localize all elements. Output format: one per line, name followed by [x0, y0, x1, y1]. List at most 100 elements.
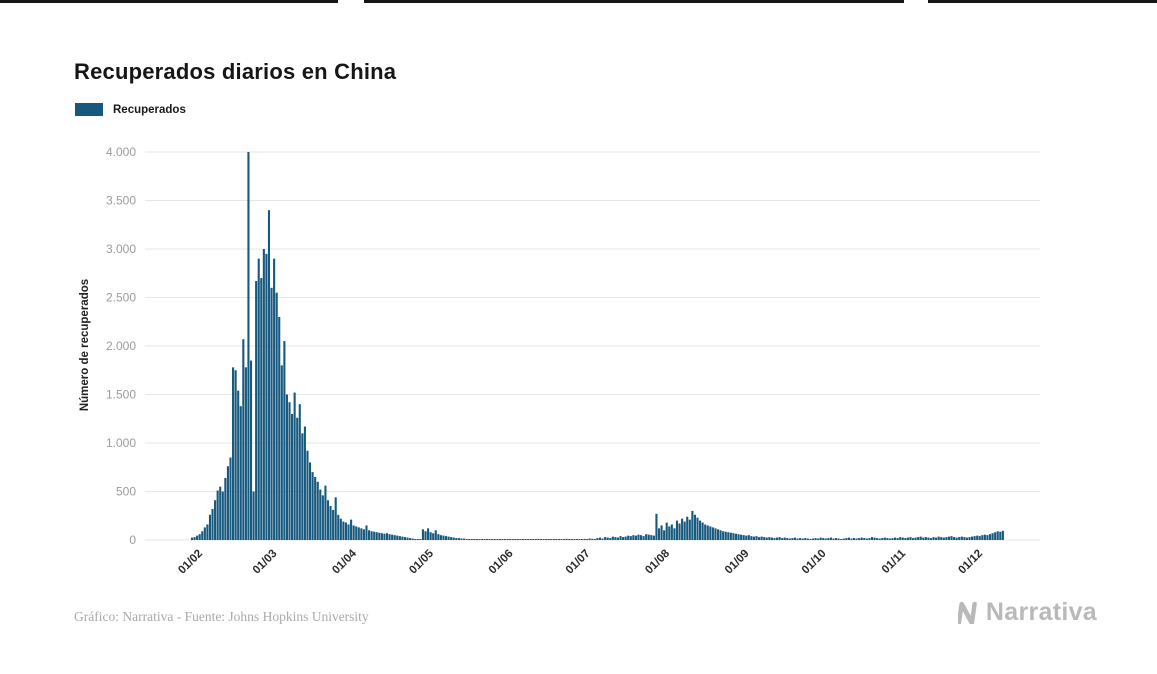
bar	[475, 539, 478, 540]
bar	[411, 538, 414, 540]
bar	[693, 514, 696, 540]
bar	[527, 539, 530, 540]
bar	[468, 539, 471, 540]
bar	[496, 539, 499, 540]
bar	[265, 253, 268, 540]
bar	[819, 537, 822, 541]
bar	[609, 538, 612, 540]
bar	[224, 477, 227, 540]
bar	[976, 535, 979, 540]
bar	[806, 538, 809, 540]
bar	[978, 536, 981, 540]
bar	[534, 539, 537, 540]
bar	[206, 524, 209, 540]
bar	[781, 538, 784, 540]
bar	[855, 538, 858, 540]
bar	[634, 535, 637, 540]
bar	[542, 539, 545, 540]
bar	[547, 539, 550, 540]
bar	[888, 538, 891, 540]
bar	[239, 406, 242, 540]
bar	[732, 533, 735, 540]
bar	[740, 534, 743, 540]
bar	[211, 508, 214, 540]
bar	[360, 528, 363, 540]
bar	[873, 537, 876, 541]
bar	[452, 537, 455, 541]
x-tick-label: 01/05	[407, 547, 436, 576]
bar	[308, 462, 312, 540]
bar	[545, 539, 548, 540]
narrativa-logo: Narrativa	[957, 598, 1097, 627]
bar	[963, 537, 966, 540]
bar	[729, 532, 732, 540]
bar	[234, 370, 237, 540]
bar	[722, 531, 725, 540]
bar	[791, 538, 794, 540]
bar	[652, 535, 655, 540]
bar	[719, 530, 722, 540]
bar	[894, 537, 897, 541]
bar	[837, 538, 840, 540]
bar	[273, 258, 276, 540]
bar	[570, 539, 573, 540]
bar	[501, 539, 504, 540]
bar	[219, 486, 222, 540]
bar	[321, 495, 324, 540]
bar	[578, 539, 581, 540]
bar	[988, 534, 992, 540]
bar	[681, 518, 684, 540]
bar	[799, 538, 802, 540]
bar	[858, 538, 861, 540]
bar	[275, 292, 278, 540]
window-top-border	[0, 0, 1157, 3]
bar	[727, 532, 730, 540]
bar	[252, 491, 255, 540]
bar	[1001, 530, 1004, 540]
bar	[937, 536, 940, 541]
bar	[637, 534, 640, 540]
bar	[203, 527, 206, 540]
bar	[416, 539, 419, 540]
bar	[555, 539, 558, 540]
legend: Recuperados	[75, 103, 186, 116]
bar	[506, 539, 509, 540]
bar	[770, 537, 773, 541]
bar	[827, 538, 830, 540]
bar	[922, 537, 925, 541]
bar	[716, 529, 720, 540]
bar	[326, 500, 330, 540]
bar	[298, 404, 301, 540]
bar	[396, 535, 399, 540]
bar	[368, 530, 371, 540]
bar	[940, 537, 943, 540]
x-tick-label: 01/09	[723, 548, 752, 577]
bar	[447, 536, 450, 541]
bar	[406, 537, 409, 541]
bar	[876, 538, 879, 540]
bar	[267, 210, 271, 540]
bar	[260, 278, 263, 540]
bar	[881, 538, 884, 540]
bar	[393, 535, 396, 540]
bar	[840, 539, 843, 540]
x-tick-label: 01/07	[564, 548, 593, 577]
bar	[478, 539, 481, 540]
bar	[691, 510, 694, 540]
bar	[293, 392, 296, 540]
bar	[686, 516, 689, 540]
x-tick-label: 01/12	[956, 548, 985, 577]
bar	[616, 537, 620, 541]
bar	[444, 536, 448, 540]
bar	[403, 537, 407, 540]
bar	[537, 538, 540, 540]
x-tick-label: 01/04	[330, 547, 359, 576]
bar	[378, 532, 381, 540]
bar	[509, 539, 512, 540]
bar	[852, 538, 856, 540]
bar	[457, 538, 460, 540]
bar	[465, 539, 468, 540]
bar	[953, 537, 956, 540]
bar	[629, 536, 632, 540]
